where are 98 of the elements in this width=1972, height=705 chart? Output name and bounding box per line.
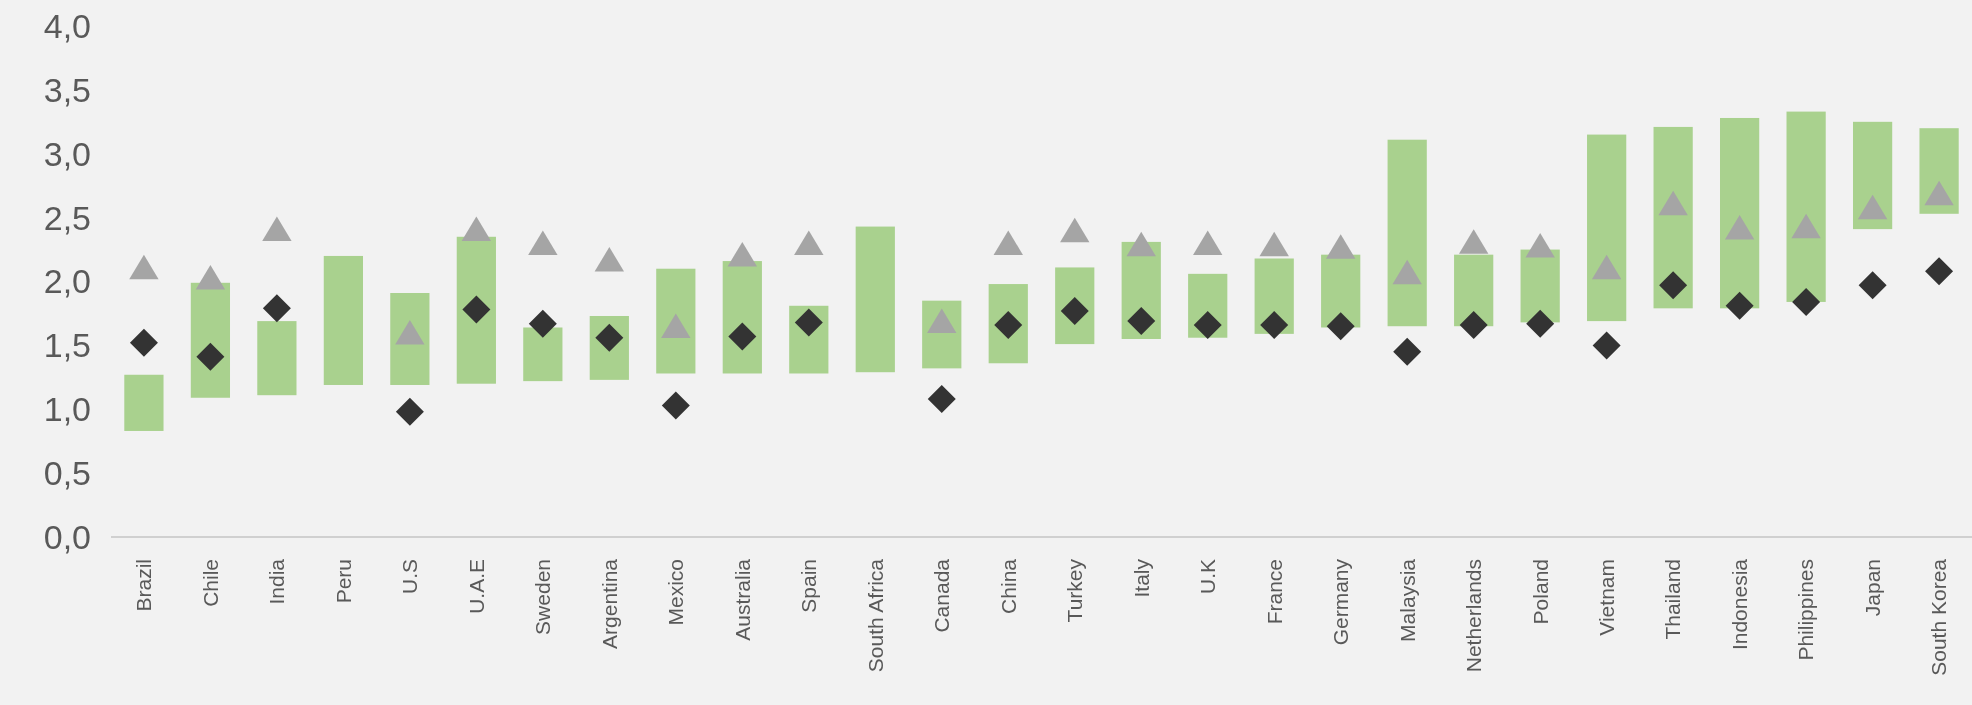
x-tick-label: U.A.E xyxy=(464,559,488,614)
bar xyxy=(390,293,430,385)
point xyxy=(1459,310,1488,339)
point xyxy=(1260,310,1289,339)
x-tick-label: Poland xyxy=(1528,559,1552,625)
bar xyxy=(323,255,363,385)
x-tick-label: U.K xyxy=(1196,559,1220,595)
y-tick-label: 1,5 xyxy=(43,326,91,365)
point xyxy=(1592,331,1621,360)
y-tick-label: 2,5 xyxy=(43,198,91,237)
point xyxy=(129,328,158,357)
point xyxy=(1193,310,1222,339)
bar xyxy=(1454,254,1494,327)
point xyxy=(1393,337,1422,366)
point xyxy=(1857,194,1888,220)
x-tick-label: Turkey xyxy=(1063,558,1087,623)
x-tick-label: Peru xyxy=(331,559,355,604)
bar xyxy=(456,236,496,384)
x-tick-label: France xyxy=(1262,559,1286,625)
y-tick-label: 0,0 xyxy=(43,517,91,556)
point xyxy=(1060,217,1090,243)
point xyxy=(1126,231,1156,257)
point xyxy=(1925,257,1954,286)
point xyxy=(1858,271,1887,300)
x-tick-label: Indonesia xyxy=(1727,558,1751,651)
bar xyxy=(656,268,696,374)
point xyxy=(1725,291,1754,320)
point xyxy=(1458,229,1489,254)
y-tick-label: 0,5 xyxy=(43,454,91,493)
point xyxy=(1924,180,1954,206)
point xyxy=(794,308,823,337)
x-tick-label: Italy xyxy=(1129,558,1153,598)
x-tick-label: Canada xyxy=(930,558,954,633)
point xyxy=(461,216,492,241)
point xyxy=(1658,190,1688,216)
bar xyxy=(124,374,164,431)
point xyxy=(1326,312,1355,341)
point xyxy=(1259,231,1289,257)
point xyxy=(594,247,625,272)
y-tick-label: 4,0 xyxy=(43,6,91,45)
point xyxy=(1724,215,1755,240)
x-tick-label: South Korea xyxy=(1927,558,1951,676)
point xyxy=(262,294,291,323)
bar xyxy=(1786,111,1826,302)
point xyxy=(728,322,757,351)
x-tick-label: Malaysia xyxy=(1395,558,1419,642)
point xyxy=(1127,307,1156,336)
point xyxy=(129,254,159,280)
point xyxy=(528,309,557,338)
point xyxy=(196,342,225,371)
point xyxy=(1659,271,1688,300)
point xyxy=(927,385,956,414)
point xyxy=(1526,309,1555,338)
point xyxy=(528,230,558,255)
x-tick-label: Germany xyxy=(1329,558,1353,646)
x-tick-label: Spain xyxy=(797,559,821,613)
y-tick-label: 2,0 xyxy=(43,262,91,301)
bar xyxy=(1387,139,1427,327)
x-tick-label: Australia xyxy=(730,558,754,641)
x-tick-label: Argentina xyxy=(597,558,621,649)
bar xyxy=(1653,126,1693,309)
x-tick-label: Thailand xyxy=(1661,559,1685,640)
point xyxy=(395,397,424,426)
point xyxy=(1392,259,1422,285)
x-tick-label: Chile xyxy=(198,559,222,607)
x-tick-label: Sweden xyxy=(531,559,555,635)
x-tick-label: Netherlands xyxy=(1462,559,1486,673)
bar xyxy=(257,321,297,396)
x-tick-label: U.S xyxy=(398,559,422,595)
x-tick-label: Brazil xyxy=(132,559,156,612)
x-tick-label: Philippines xyxy=(1794,559,1818,661)
y-tick-label: 1,0 xyxy=(43,390,91,429)
point xyxy=(1591,254,1622,280)
bar xyxy=(855,226,895,373)
point xyxy=(195,264,226,290)
bar xyxy=(1852,121,1893,230)
bar xyxy=(1720,117,1760,309)
x-tick-label: Japan xyxy=(1860,559,1884,617)
point xyxy=(1791,213,1821,239)
point xyxy=(993,230,1023,255)
point xyxy=(727,241,757,267)
x-tick-label: China xyxy=(996,558,1020,614)
x-tick-label: South Africa xyxy=(863,558,887,673)
point xyxy=(794,230,824,255)
point xyxy=(1326,234,1356,259)
point xyxy=(1792,287,1821,316)
bar xyxy=(1587,134,1627,322)
point xyxy=(462,295,491,324)
point xyxy=(262,216,292,241)
bar xyxy=(523,327,563,382)
point xyxy=(1525,233,1555,258)
x-tick-label: India xyxy=(265,558,289,605)
x-tick-label: Vietnam xyxy=(1595,559,1618,636)
point xyxy=(1193,230,1223,255)
x-tick-label: Mexico xyxy=(664,559,688,626)
y-tick-label: 3,5 xyxy=(43,70,91,109)
y-tick-label: 3,0 xyxy=(43,134,91,173)
point xyxy=(661,391,690,420)
